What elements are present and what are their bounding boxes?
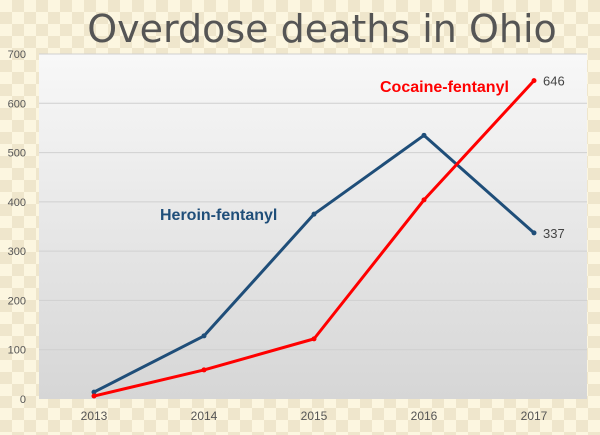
data-point bbox=[91, 393, 97, 399]
plot-area bbox=[39, 54, 587, 399]
end-value-label: 646 bbox=[543, 74, 565, 89]
data-point bbox=[91, 389, 97, 395]
data-point bbox=[421, 132, 427, 138]
x-tick-label: 2016 bbox=[411, 409, 438, 423]
x-tick-label: 2014 bbox=[191, 409, 218, 423]
chart-title: Overdose deaths in Ohio bbox=[87, 7, 557, 51]
data-point bbox=[531, 230, 537, 236]
data-point bbox=[531, 78, 537, 84]
y-tick-label: 400 bbox=[8, 197, 26, 209]
y-tick-label: 600 bbox=[8, 98, 26, 110]
data-point bbox=[201, 333, 207, 339]
data-point bbox=[311, 336, 317, 342]
y-tick-label: 500 bbox=[8, 148, 26, 160]
end-value-label: 337 bbox=[543, 226, 565, 241]
data-point bbox=[201, 367, 207, 373]
y-tick-label: 100 bbox=[8, 345, 26, 357]
y-tick-label: 700 bbox=[8, 49, 26, 61]
data-point bbox=[421, 197, 427, 203]
y-tick-label: 0 bbox=[20, 394, 26, 406]
legend-heroin-fentanyl: Heroin-fentanyl bbox=[160, 207, 277, 224]
data-point bbox=[311, 211, 317, 217]
x-tick-label: 2017 bbox=[521, 409, 548, 423]
legend-cocaine-fentanyl: Cocaine-fentanyl bbox=[380, 79, 509, 96]
y-tick-label: 200 bbox=[8, 295, 26, 307]
x-tick-label: 2013 bbox=[81, 409, 108, 423]
x-tick-label: 2015 bbox=[301, 409, 328, 423]
y-tick-label: 300 bbox=[8, 246, 26, 258]
